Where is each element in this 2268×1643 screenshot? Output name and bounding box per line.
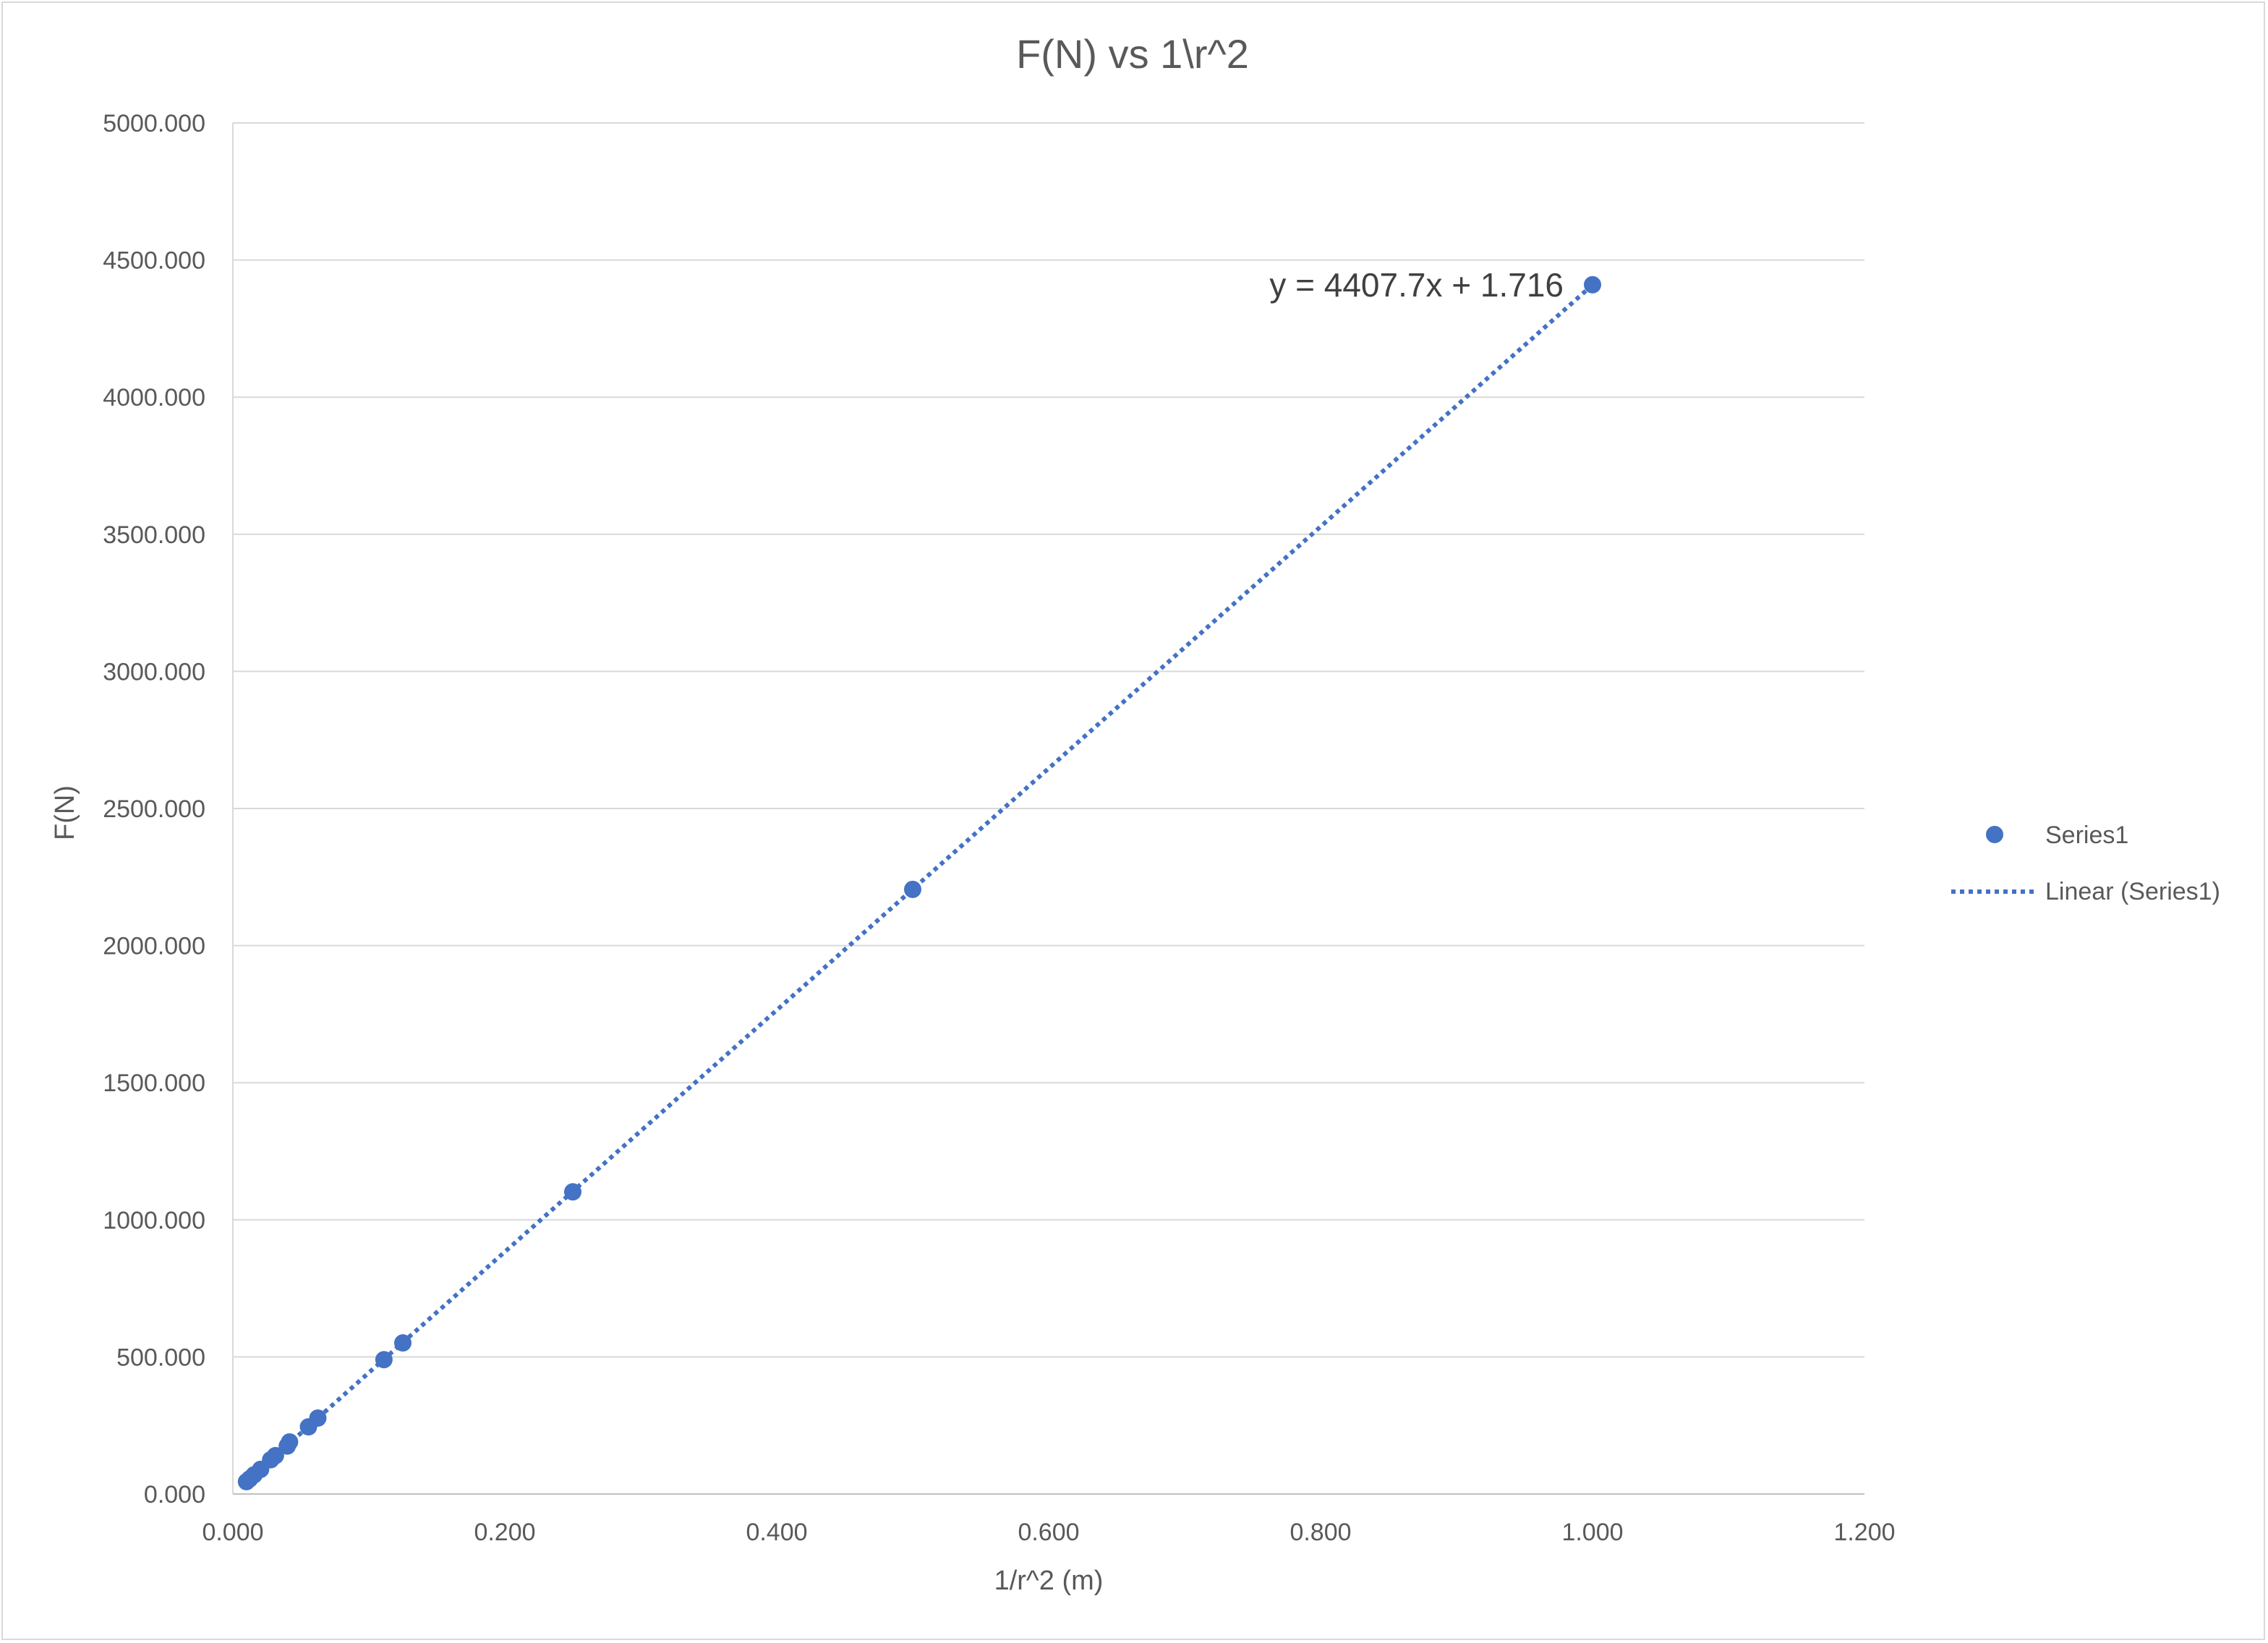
y-axis-title: F(N) [50,785,80,840]
data-point [564,1183,581,1201]
y-tick-label: 2500.000 [103,795,205,823]
y-tick-label: 2000.000 [103,933,205,960]
data-point [266,1446,284,1464]
x-axis-tick-labels: 0.000 0.200 0.400 0.600 0.800 1.000 1.200 [202,1519,1895,1546]
y-tick-label: 3500.000 [103,521,205,549]
x-tick-label: 0.200 [474,1519,535,1546]
data-point [1584,276,1601,294]
trendline [244,283,1594,1483]
y-tick-label: 1000.000 [103,1207,205,1234]
y-tick-label: 3000.000 [103,658,205,686]
x-tick-label: 0.400 [746,1519,807,1546]
legend-label-series1: Series1 [2045,822,2128,849]
legend: Series1 Linear (Series1) [1951,822,2220,905]
gridlines [233,122,1864,1358]
data-point [281,1433,299,1451]
y-tick-label: 0.000 [144,1481,205,1508]
data-points [237,276,1601,1490]
data-point [375,1351,393,1369]
y-tick-label: 4000.000 [103,384,205,411]
x-tick-label: 1.200 [1833,1519,1895,1546]
y-axis-tick-labels: 0.000 500.000 1000.000 1500.000 2000.000 2500… [103,110,205,1508]
trendline-equation-label: y = 4407.7x + 1.716 [1269,266,1564,304]
y-tick-label: 500.000 [116,1344,205,1371]
legend-label-trendline: Linear (Series1) [2045,878,2220,905]
x-tick-label: 0.600 [1018,1519,1079,1546]
chart-title: F(N) vs 1\r^2 [1016,31,1249,77]
x-tick-label: 1.000 [1561,1519,1623,1546]
y-tick-label: 1500.000 [103,1070,205,1097]
y-tick-label: 4500.000 [103,247,205,275]
data-point [309,1409,327,1427]
data-point [904,880,921,898]
y-tick-label: 5000.000 [103,110,205,137]
data-point [394,1334,412,1352]
x-tick-label: 0.000 [202,1519,263,1546]
x-axis-title: 1/r^2 (m) [994,1566,1104,1596]
x-tick-label: 0.800 [1289,1519,1351,1546]
trendline-group [244,283,1594,1483]
legend-marker-series1 [1986,826,2003,843]
